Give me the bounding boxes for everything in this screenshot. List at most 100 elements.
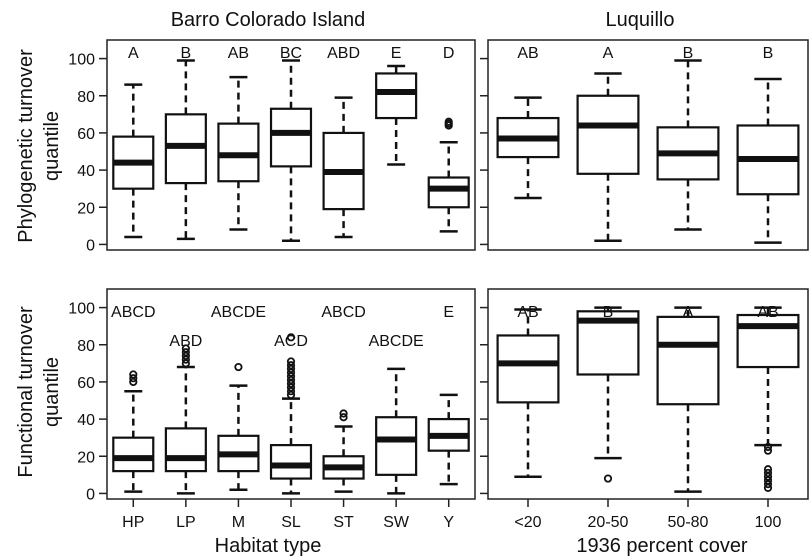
box-iqr xyxy=(164,427,207,473)
outlier-point xyxy=(286,361,296,370)
box-func-bci-HP xyxy=(112,370,155,493)
group-letter: A xyxy=(603,45,614,62)
box-phylo-bci-Y xyxy=(427,117,470,233)
y-tick-label: 40 xyxy=(77,412,95,429)
group-letter: ABCDE xyxy=(211,304,266,321)
outlier-point xyxy=(763,472,773,481)
x-tick-label: SL xyxy=(281,514,301,531)
y-tick-label: 100 xyxy=(68,301,95,318)
row-label-phylogenetic-line2: quantile xyxy=(41,111,63,181)
y-tick-label: 80 xyxy=(77,338,95,355)
outlier-point xyxy=(603,474,613,483)
box-func-bci-LP xyxy=(164,344,207,495)
x-tick-label: SW xyxy=(383,514,410,531)
panel-frame xyxy=(487,39,809,251)
outlier-point xyxy=(286,379,296,388)
x-tick-label: HP xyxy=(122,514,144,531)
outlier-point xyxy=(181,359,190,368)
outlier-point xyxy=(339,413,348,422)
outlier-point xyxy=(286,333,296,342)
x-tick-label: <20 xyxy=(514,514,541,531)
box-iqr xyxy=(112,436,155,473)
box-phylo-luquillo-2050 xyxy=(576,72,640,242)
panel-func-luquillo: AB B A AB <20 20-50 50-80 100 xyxy=(480,288,809,531)
x-tick-label: ST xyxy=(333,514,354,531)
outlier-point xyxy=(763,465,773,474)
outlier-point xyxy=(763,446,773,455)
outlier-point xyxy=(339,409,348,418)
outlier-point xyxy=(763,480,773,489)
group-letter: ABD xyxy=(327,45,360,62)
y-tick-label: 0 xyxy=(86,237,95,254)
x-tick-label: 20-50 xyxy=(588,514,629,531)
x-tick-label: M xyxy=(232,514,245,531)
box-iqr xyxy=(375,416,418,476)
box-func-bci-M xyxy=(217,362,260,491)
outlier-point xyxy=(286,372,296,381)
box-iqr xyxy=(427,176,470,209)
group-letter: ACD xyxy=(274,333,308,350)
outlier-point xyxy=(763,468,773,478)
y-tick-label: 20 xyxy=(77,449,95,466)
outlier-point xyxy=(129,370,138,379)
y-tick-label: 60 xyxy=(77,126,95,143)
outlier-point xyxy=(181,355,190,364)
x-axis-title-habitat: Habitat type xyxy=(215,535,322,557)
box-phylo-bci-SL xyxy=(269,59,313,242)
outlier-point xyxy=(763,476,773,485)
group-letter: B xyxy=(763,45,774,62)
box-iqr xyxy=(656,315,720,406)
x-tick-label: Y xyxy=(443,514,454,531)
box-phylo-bci-SW xyxy=(375,64,418,166)
y-tick-label: 0 xyxy=(86,486,95,503)
outlier-point xyxy=(234,362,243,372)
box-phylo-luquillo-100 xyxy=(736,77,800,244)
box-phylo-bci-LP xyxy=(164,59,207,241)
group-letter: B xyxy=(683,45,694,62)
outlier-point xyxy=(286,390,296,400)
box-iqr xyxy=(269,444,313,480)
outlier-point xyxy=(286,383,296,392)
box-iqr xyxy=(576,94,640,175)
panel-frame xyxy=(106,39,476,251)
outlier-point xyxy=(181,344,190,353)
outlier-point xyxy=(286,375,296,385)
row-label-phylogenetic-line1: Phylogenetic turnover xyxy=(15,49,37,243)
outlier-point xyxy=(181,348,190,357)
panel-frame xyxy=(487,288,809,500)
box-func-bci-ST xyxy=(322,409,365,493)
y-tick-label: 100 xyxy=(68,52,95,69)
group-letter: ABCDE xyxy=(369,333,424,350)
box-phylo-bci-HP xyxy=(112,83,155,239)
outlier-point xyxy=(286,368,296,377)
box-iqr xyxy=(269,107,313,168)
group-letter: E xyxy=(391,45,402,62)
group-letter: B xyxy=(603,304,614,321)
box-phylo-bci-M xyxy=(217,75,260,231)
x-axis-title-percent-cover: 1936 percent cover xyxy=(576,535,748,557)
box-func-luquillo-20 xyxy=(496,308,560,478)
group-letter: BC xyxy=(280,45,302,62)
row-label-phylogenetic: Phylogenetic turnover quantile xyxy=(15,49,63,243)
box-func-bci-SW xyxy=(375,367,418,495)
outlier-point xyxy=(286,357,296,366)
group-letter: AB xyxy=(517,304,538,321)
y-tick-label: 40 xyxy=(77,163,95,180)
box-phylo-luquillo-5080 xyxy=(656,59,720,231)
column-title-bci: Barro Colorado Island xyxy=(171,9,366,31)
outlier-point xyxy=(129,377,138,387)
box-iqr xyxy=(375,72,418,120)
group-letter: B xyxy=(181,45,192,62)
group-letter: ABCD xyxy=(321,304,365,321)
box-func-luquillo-2050 xyxy=(576,306,640,483)
outlier-point xyxy=(444,117,453,126)
box-iqr xyxy=(736,313,800,369)
column-title-luquillo: Luquillo xyxy=(606,9,675,31)
y-tick-label: 20 xyxy=(77,200,95,217)
group-letter: AB xyxy=(228,45,249,62)
outlier-point xyxy=(763,483,773,492)
group-letter: D xyxy=(443,45,455,62)
